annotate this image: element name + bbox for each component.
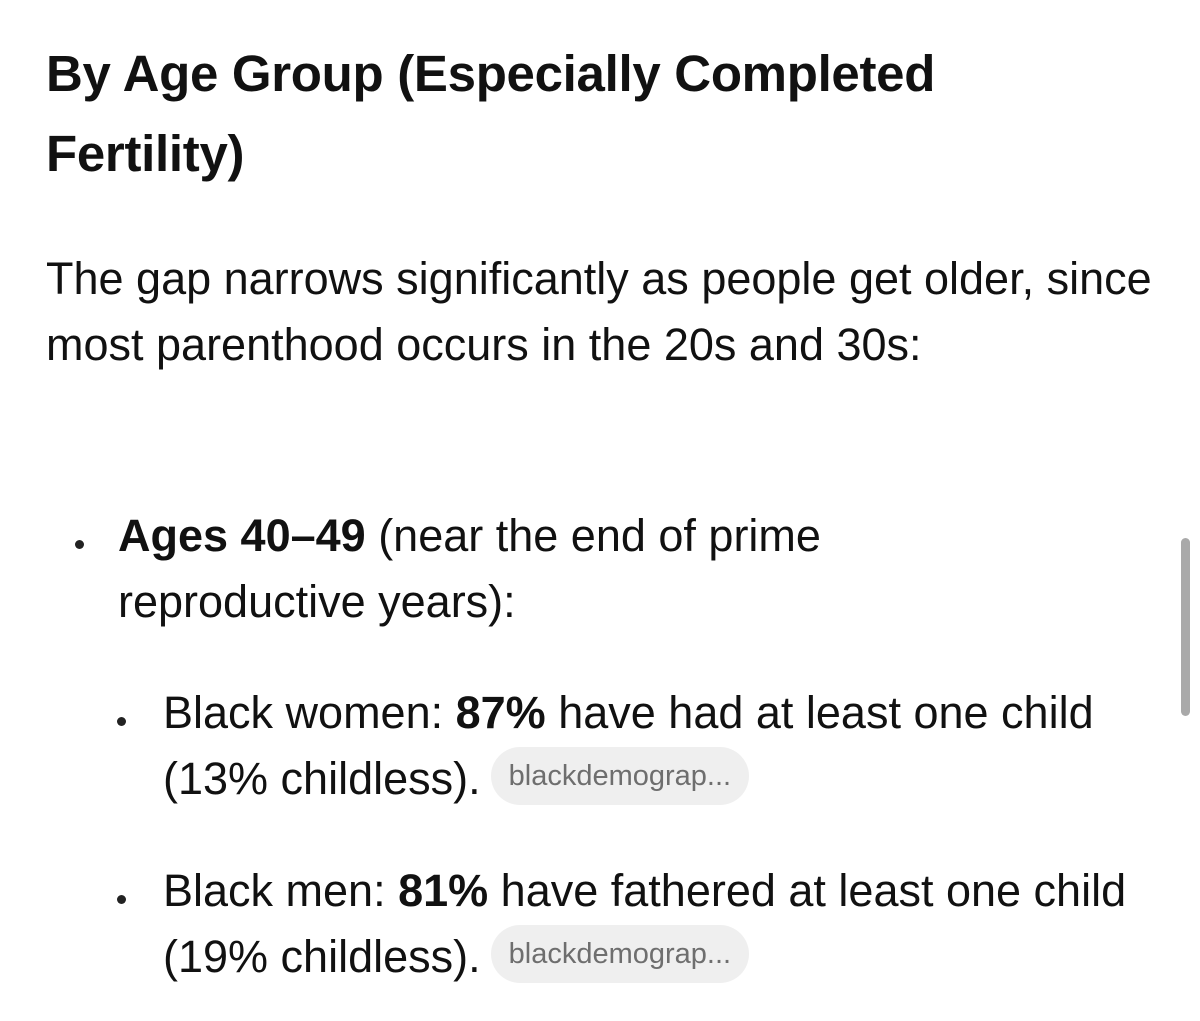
- bullet-dot: [117, 717, 126, 726]
- item-text: have fathered at least one child (19% ch…: [163, 865, 1127, 982]
- list-item-black-men: Black men: 81% have fathered at least on…: [163, 858, 1153, 990]
- bullet-dot: [117, 895, 126, 904]
- source-chip[interactable]: blackdemograp...: [490, 747, 750, 806]
- item-prefix: Black men:: [163, 865, 399, 916]
- intro-paragraph: The gap narrows significantly as people …: [46, 253, 1152, 370]
- source-chip[interactable]: blackdemograp...: [490, 925, 750, 984]
- bold-percent: 87%: [455, 687, 546, 738]
- bold-text: Ages 40–49: [118, 510, 366, 561]
- scrollbar[interactable]: [1181, 538, 1190, 716]
- bold-percent: 81%: [398, 865, 489, 916]
- bullet-dot: [75, 540, 84, 549]
- section-heading: By Age Group (Especially Completed Ferti…: [46, 45, 936, 182]
- item-text: (near the end of prime reproductive year…: [118, 510, 821, 627]
- list-item-ages: Ages 40–49 (near the end of prime reprod…: [118, 503, 1078, 635]
- list-item-black-women: Black women: 87% have had at least one c…: [163, 680, 1153, 812]
- item-prefix: Black women:: [163, 687, 456, 738]
- item-text: have had at least one child (13% childle…: [163, 687, 1094, 804]
